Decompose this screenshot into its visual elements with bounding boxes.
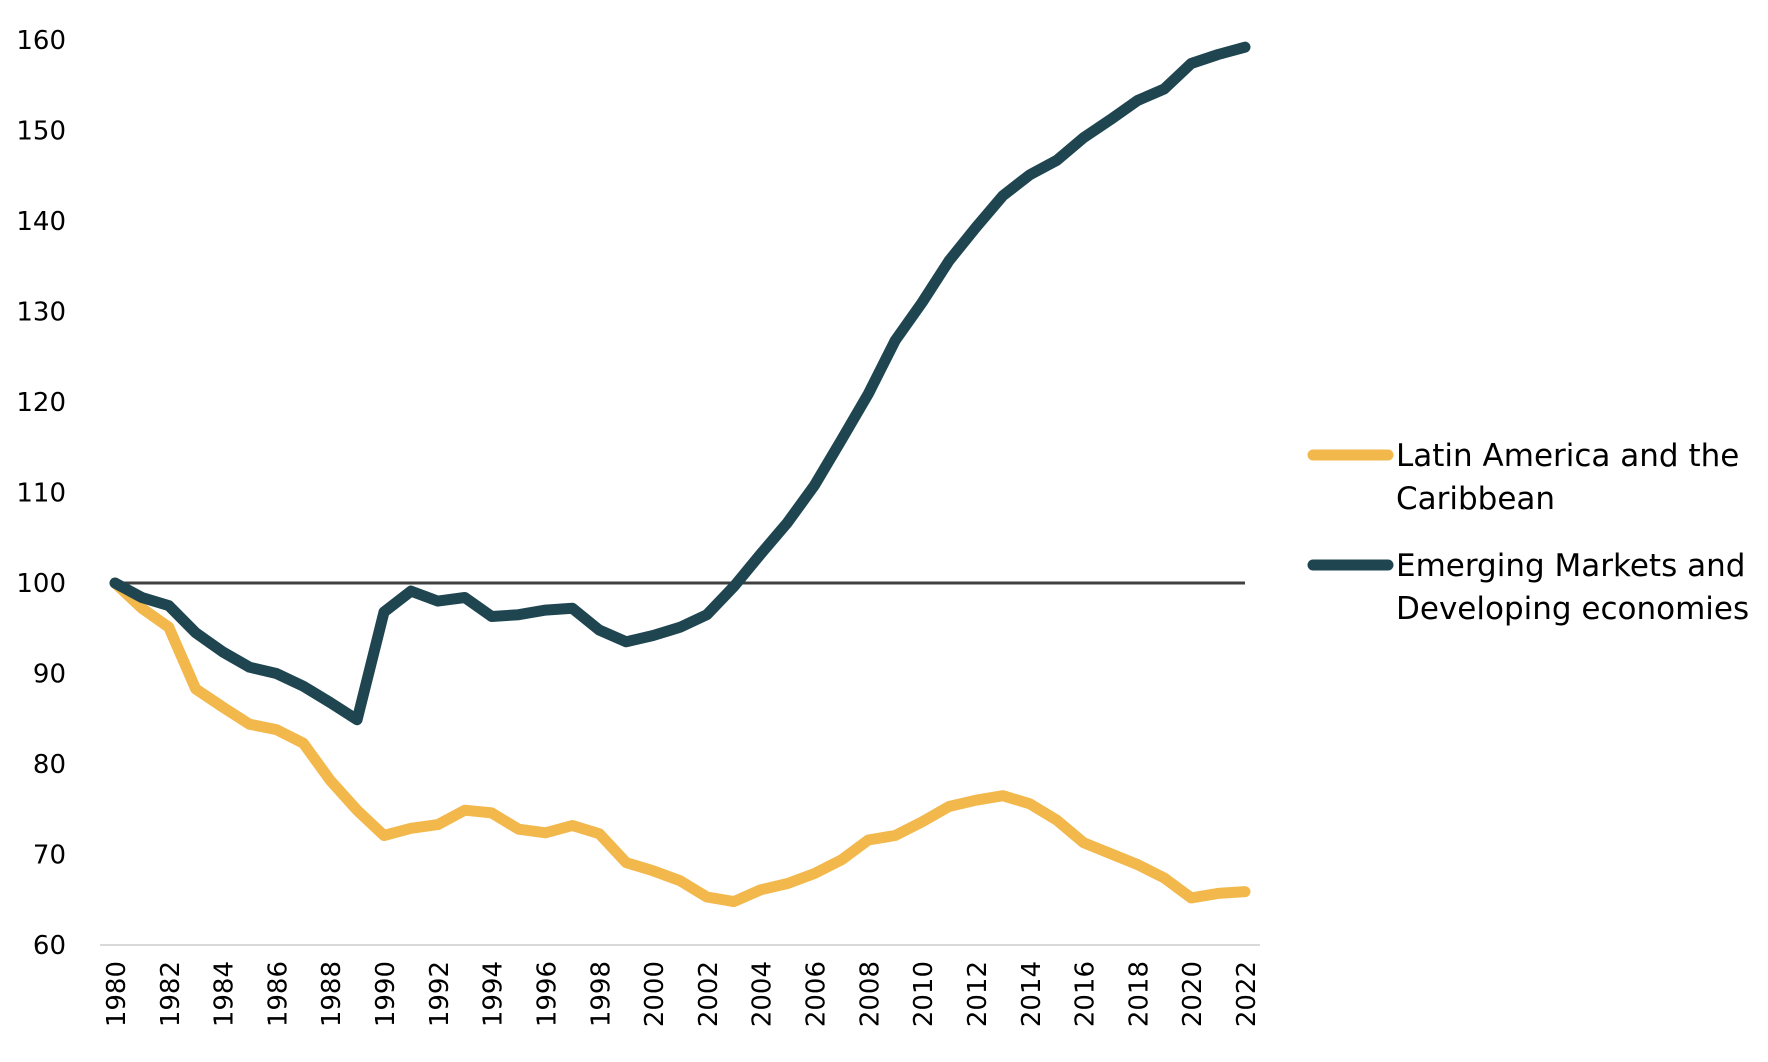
x-tick-label: 2014 xyxy=(1017,961,1047,1027)
x-tick-label: 2012 xyxy=(963,961,993,1027)
series-lines xyxy=(109,41,1251,908)
x-tick-label: 1998 xyxy=(586,961,616,1027)
legend-label: Developing economies xyxy=(1396,591,1749,627)
x-tick-label: 2008 xyxy=(855,961,885,1027)
x-tick-label: 2002 xyxy=(694,961,724,1027)
x-tick-label: 1988 xyxy=(317,961,347,1027)
x-tick-label: 1994 xyxy=(479,961,509,1027)
legend-label: Emerging Markets and xyxy=(1396,548,1745,584)
x-tick-label: 1986 xyxy=(263,961,293,1027)
y-tick-label: 110 xyxy=(16,479,66,509)
y-tick-label: 100 xyxy=(16,569,66,599)
x-tick-label: 2016 xyxy=(1071,961,1101,1027)
legend: Latin America and the Caribbean Emerging M… xyxy=(1307,438,1749,627)
y-tick-label: 90 xyxy=(33,660,66,690)
x-tick-label: 1982 xyxy=(156,961,186,1027)
series-line-latin-america xyxy=(109,577,1251,908)
x-tick-label: 2006 xyxy=(802,961,832,1027)
y-tick-label: 140 xyxy=(16,207,66,237)
x-tick-label: 1990 xyxy=(371,961,401,1027)
legend-label: Latin America and the xyxy=(1396,438,1739,474)
x-tick-label: 1996 xyxy=(532,961,562,1027)
legend-label: Caribbean xyxy=(1396,481,1555,517)
x-tick-label: 1992 xyxy=(425,961,455,1027)
y-tick-label: 70 xyxy=(33,841,66,871)
x-tick-label: 2010 xyxy=(909,961,939,1027)
x-tick-label: 1980 xyxy=(102,961,132,1027)
x-tick-label: 2004 xyxy=(748,961,778,1027)
x-tick-label: 2022 xyxy=(1232,961,1262,1027)
y-tick-label: 160 xyxy=(16,26,66,56)
x-tick-label: 2018 xyxy=(1124,961,1154,1027)
y-tick-label: 80 xyxy=(33,750,66,780)
y-axis-ticks: 60 70 80 90 100 110 120 130 140 150 160 xyxy=(16,26,66,961)
y-tick-label: 120 xyxy=(16,388,66,418)
y-tick-label: 130 xyxy=(16,298,66,328)
y-tick-label: 60 xyxy=(33,931,66,961)
x-tick-label: 2020 xyxy=(1178,961,1208,1027)
x-tick-label: 1984 xyxy=(210,961,240,1027)
x-axis-ticks: 1980 1982 1984 1986 1988 1990 1992 1994 1996 1998… xyxy=(102,961,1262,1027)
y-tick-label: 150 xyxy=(16,117,66,147)
series-line-emerging-markets xyxy=(109,41,1251,726)
x-tick-label: 2000 xyxy=(640,961,670,1027)
